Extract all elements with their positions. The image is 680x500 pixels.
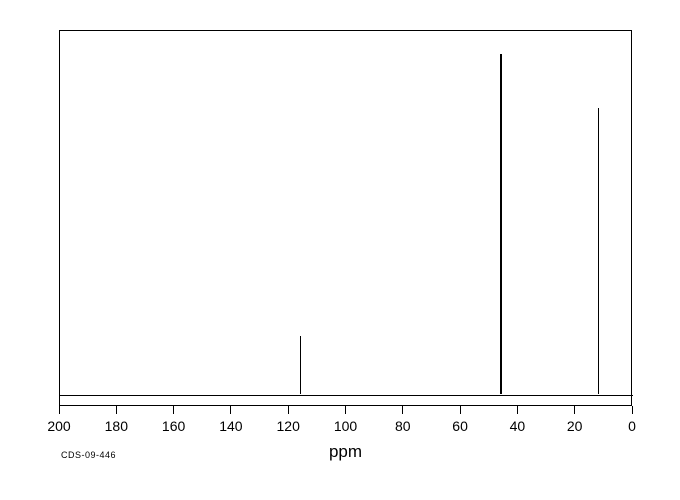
peak-2 xyxy=(598,108,600,394)
x-tick xyxy=(230,406,231,414)
x-tick-label: 20 xyxy=(567,418,583,434)
x-tick-label: 180 xyxy=(105,418,128,434)
x-tick xyxy=(402,406,403,414)
baseline xyxy=(60,395,633,397)
plot-area xyxy=(59,30,632,406)
x-tick xyxy=(460,406,461,414)
x-tick-label: 100 xyxy=(334,418,357,434)
x-tick-label: 160 xyxy=(162,418,185,434)
x-tick xyxy=(288,406,289,414)
x-tick xyxy=(173,406,174,414)
x-tick-label: 200 xyxy=(47,418,70,434)
x-tick-label: 80 xyxy=(395,418,411,434)
x-tick xyxy=(116,406,117,414)
x-tick xyxy=(345,406,346,414)
x-tick-label: 40 xyxy=(510,418,526,434)
peak-1 xyxy=(500,54,502,394)
x-tick-label: 60 xyxy=(452,418,468,434)
x-tick-label: 0 xyxy=(628,418,636,434)
sample-id-label: CDS-09-446 xyxy=(61,450,116,460)
x-tick xyxy=(59,406,60,414)
x-tick xyxy=(632,406,633,414)
x-axis-label: ppm xyxy=(329,442,362,462)
x-tick-label: 120 xyxy=(277,418,300,434)
x-tick xyxy=(574,406,575,414)
x-tick xyxy=(517,406,518,414)
peak-0 xyxy=(300,336,302,394)
nmr-chart: ppm CDS-09-446 2001801601401201008060402… xyxy=(0,0,680,500)
x-tick-label: 140 xyxy=(219,418,242,434)
